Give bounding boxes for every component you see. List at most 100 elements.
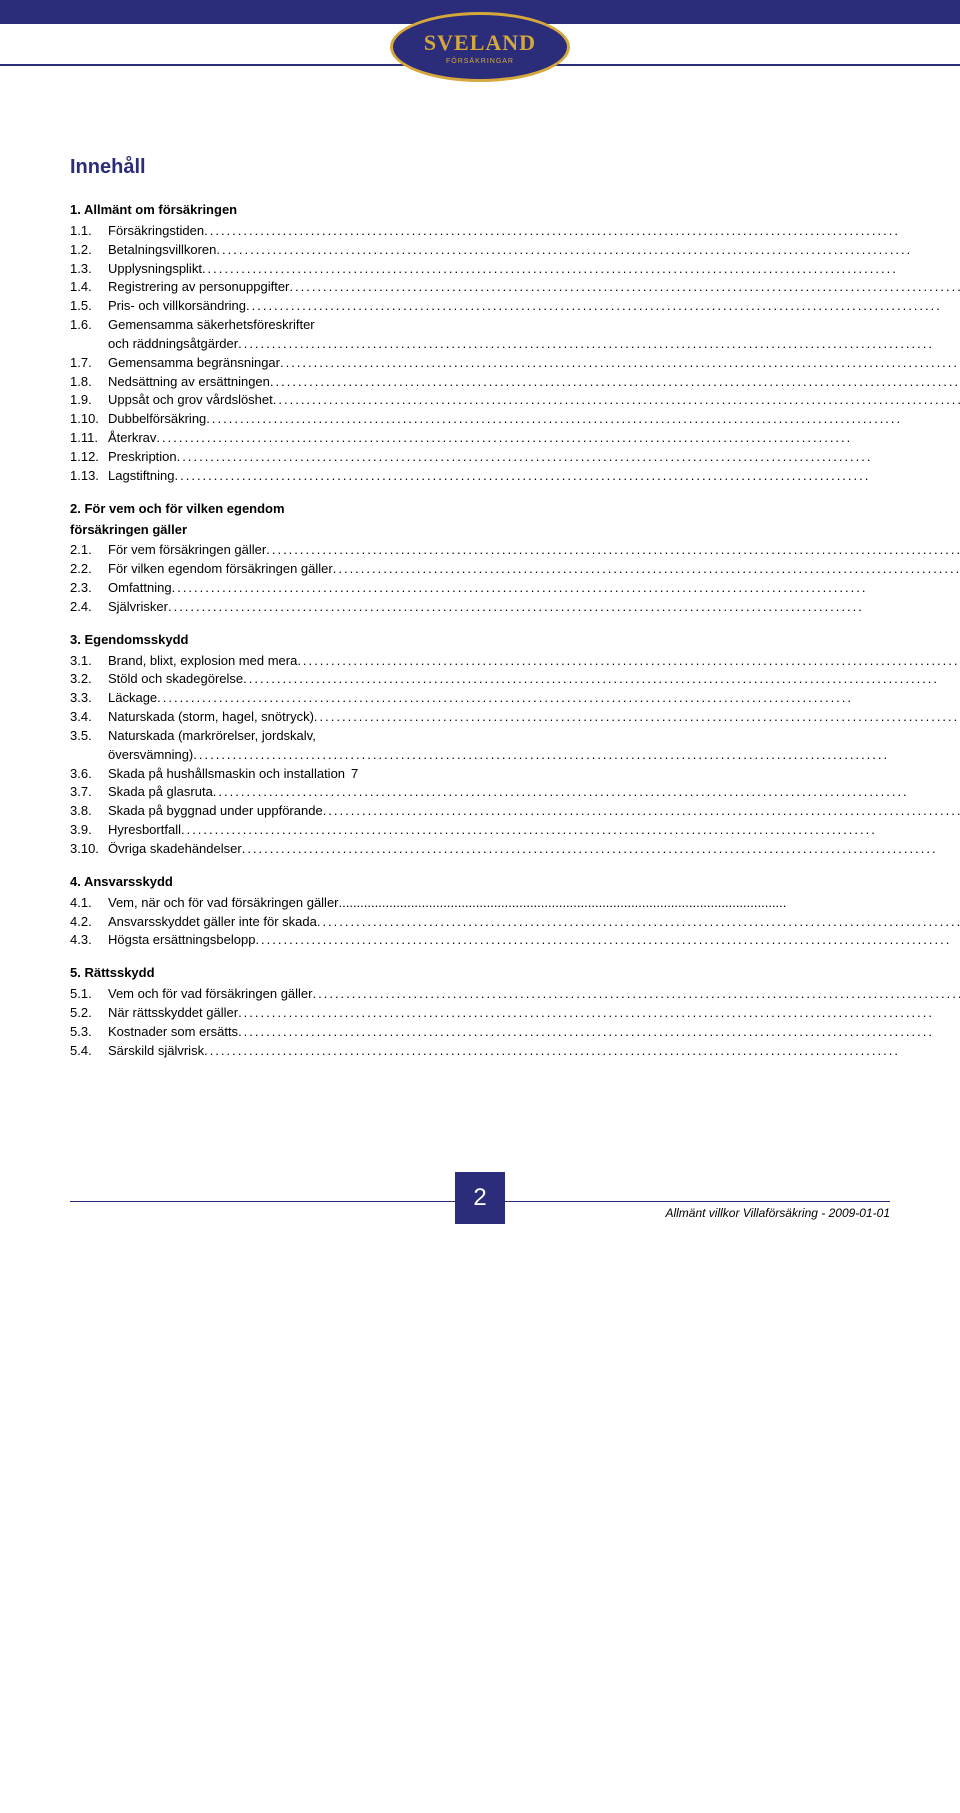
toc-entry-page: 7	[349, 765, 358, 784]
toc-entry-text: Kostnader som ersätts	[108, 1023, 238, 1042]
logo-container: SVELAND FÖRSÄKRINGAR	[0, 12, 960, 82]
toc-leader-dots	[297, 652, 960, 671]
toc-leader-dots	[206, 410, 960, 429]
toc-entry-number: 5.2.	[70, 1004, 108, 1023]
page-body: Innehåll 1. Allmänt om försäkringen1.1.F…	[0, 156, 960, 1124]
toc-entry: 2.3.Omfattning5	[70, 579, 960, 598]
toc-entry-number: 1.2.	[70, 241, 108, 260]
toc-entry-number: 1.9.	[70, 391, 108, 410]
toc-entry-text: Naturskada (markrörelser, jordskalv,	[108, 727, 316, 746]
toc-entry-text: När rättsskyddet gäller	[108, 1004, 238, 1023]
toc-leader-dots	[238, 1004, 960, 1023]
toc-section: 1. Allmänt om försäkringen 1.1.Försäkring…	[70, 201, 960, 486]
toc-entry-text: Högsta ersättningsbelopp	[108, 931, 255, 950]
toc-entry-text: Särskild självrisk	[108, 1042, 204, 1061]
toc-entry: översvämning)6	[70, 746, 960, 765]
toc-entry: 1.5.Pris- och villkorsändring4	[70, 297, 960, 316]
toc-entry-text: Ansvarsskyddet gäller inte för skada	[108, 913, 317, 932]
toc-entry: 1.10.Dubbelförsäkring4	[70, 410, 960, 429]
toc-entry-number: 2.3.	[70, 579, 108, 598]
toc-entry-number: 1.12.	[70, 448, 108, 467]
toc-leader-dots	[313, 985, 960, 1004]
toc-leader-dots	[193, 746, 960, 765]
toc-leader-dots	[157, 689, 960, 708]
toc-entry: 1.12.Preskription4	[70, 448, 960, 467]
toc-leader-dots	[213, 783, 960, 802]
toc-entry-text: Vem och för vad försäkringen gäller	[108, 985, 313, 1004]
toc-leader-dots	[289, 278, 960, 297]
toc-entry-text: och räddningsåtgärder	[108, 335, 238, 354]
brand-sub: FÖRSÄKRINGAR	[446, 58, 514, 65]
toc-entry: 5.1.Vem och för vad försäkringen gäller8	[70, 985, 960, 1004]
toc-entry-text: Preskription	[108, 448, 177, 467]
toc-leader-dots	[314, 708, 960, 727]
toc-entry-text: Lagstiftning	[108, 467, 175, 486]
toc-leader-dots	[156, 429, 960, 448]
toc-entry-number: 4.1.	[70, 894, 108, 913]
toc-entry-text: Uppsåt och grov vårdslöshet	[108, 391, 273, 410]
toc-entry: 1.8.Nedsättning av ersättningen4	[70, 373, 960, 392]
brand-name: SVELAND	[424, 30, 536, 56]
toc-entry: 4.1.Vem, när och för vad försäkringen gä…	[70, 894, 960, 913]
toc-leader-dots	[204, 1042, 960, 1061]
toc-section: 2. För vem och för vilken egendomförsäkr…	[70, 500, 960, 617]
toc-entry: 1.1.Försäkringstiden4	[70, 222, 960, 241]
toc-entry-number: 5.1.	[70, 985, 108, 1004]
toc-entry-number: 1.5.	[70, 297, 108, 316]
toc-leader-dots	[339, 894, 960, 913]
toc-entry: 3.8.Skada på byggnad under uppförande7	[70, 802, 960, 821]
toc-leader-dots	[175, 467, 960, 486]
footer-text: Allmänt villkor Villaförsäkring - 2009-0…	[665, 1206, 890, 1220]
toc-columns: 1. Allmänt om försäkringen1.1.Försäkring…	[70, 201, 890, 1074]
toc-entry: 4.3.Högsta ersättningsbelopp8	[70, 931, 960, 950]
toc-leader-dots	[168, 598, 960, 617]
toc-entry-number: 1.4.	[70, 278, 108, 297]
toc-entry-text: Brand, blixt, explosion med mera	[108, 652, 297, 671]
toc-section-heading: 4. Ansvarsskydd	[70, 873, 960, 892]
toc-entry-text: Omfattning	[108, 579, 172, 598]
toc-entry-text: Försäkringstiden	[108, 222, 204, 241]
toc-entry-number: 2.2.	[70, 560, 108, 579]
toc-entry-text: För vilken egendom försäkringen gäller	[108, 560, 333, 579]
toc-leader-dots	[317, 913, 960, 932]
toc-entry-number: 3.4.	[70, 708, 108, 727]
toc-entry-number: 3.6.	[70, 765, 108, 784]
toc-entry: 2.1.För vem försäkringen gäller5	[70, 541, 960, 560]
toc-entry-text: Betalningsvillkoren	[108, 241, 216, 260]
toc-leader-dots	[246, 297, 960, 316]
toc-section-heading: 5. Rättsskydd	[70, 964, 960, 983]
toc-leader-dots	[216, 241, 960, 260]
toc-entry: 4.2.Ansvarsskyddet gäller inte för skada…	[70, 913, 960, 932]
toc-leader-dots	[177, 448, 960, 467]
toc-entry-text: Naturskada (storm, hagel, snötryck)	[108, 708, 314, 727]
toc-leader-dots	[172, 579, 960, 598]
toc-leader-dots	[202, 260, 960, 279]
toc-entry-number: 2.1.	[70, 541, 108, 560]
toc-entry: 3.1.Brand, blixt, explosion med mera5	[70, 652, 960, 671]
page-footer: 2 Allmänt villkor Villaförsäkring - 2009…	[0, 1164, 960, 1224]
toc-entry: 1.11.Återkrav4	[70, 429, 960, 448]
toc-leader-dots	[181, 821, 960, 840]
toc-entry: 3.7.Skada på glasruta7	[70, 783, 960, 802]
toc-entry-number: 1.8.	[70, 373, 108, 392]
toc-leader-dots	[242, 840, 960, 859]
toc-entry-number: 3.7.	[70, 783, 108, 802]
toc-entry-text: Gemensamma begränsningar	[108, 354, 280, 373]
toc-leader-dots	[255, 931, 960, 950]
toc-entry-number: 4.2.	[70, 913, 108, 932]
toc-section: 4. Ansvarsskydd 4.1.Vem, när och för vad …	[70, 873, 960, 950]
toc-entry-number: 3.1.	[70, 652, 108, 671]
toc-entry-text: Läckage	[108, 689, 157, 708]
toc-leader-dots	[323, 802, 960, 821]
toc-entry-text: översvämning)	[108, 746, 193, 765]
toc-entry: 2.2.För vilken egendom försäkringen gäll…	[70, 560, 960, 579]
toc-entry-number: 3.5.	[70, 727, 108, 746]
toc-entry-text: Upplysningsplikt	[108, 260, 202, 279]
toc-entry-text: Stöld och skadegörelse	[108, 670, 243, 689]
toc-entry-number: 4.3.	[70, 931, 108, 950]
toc-entry: 1.13.Lagstiftning4	[70, 467, 960, 486]
toc-section-heading: 1. Allmänt om försäkringen	[70, 201, 960, 220]
toc-entry-number: 5.4.	[70, 1042, 108, 1061]
toc-entry: 5.4.Särskild självrisk9	[70, 1042, 960, 1061]
toc-leader-dots	[333, 560, 960, 579]
